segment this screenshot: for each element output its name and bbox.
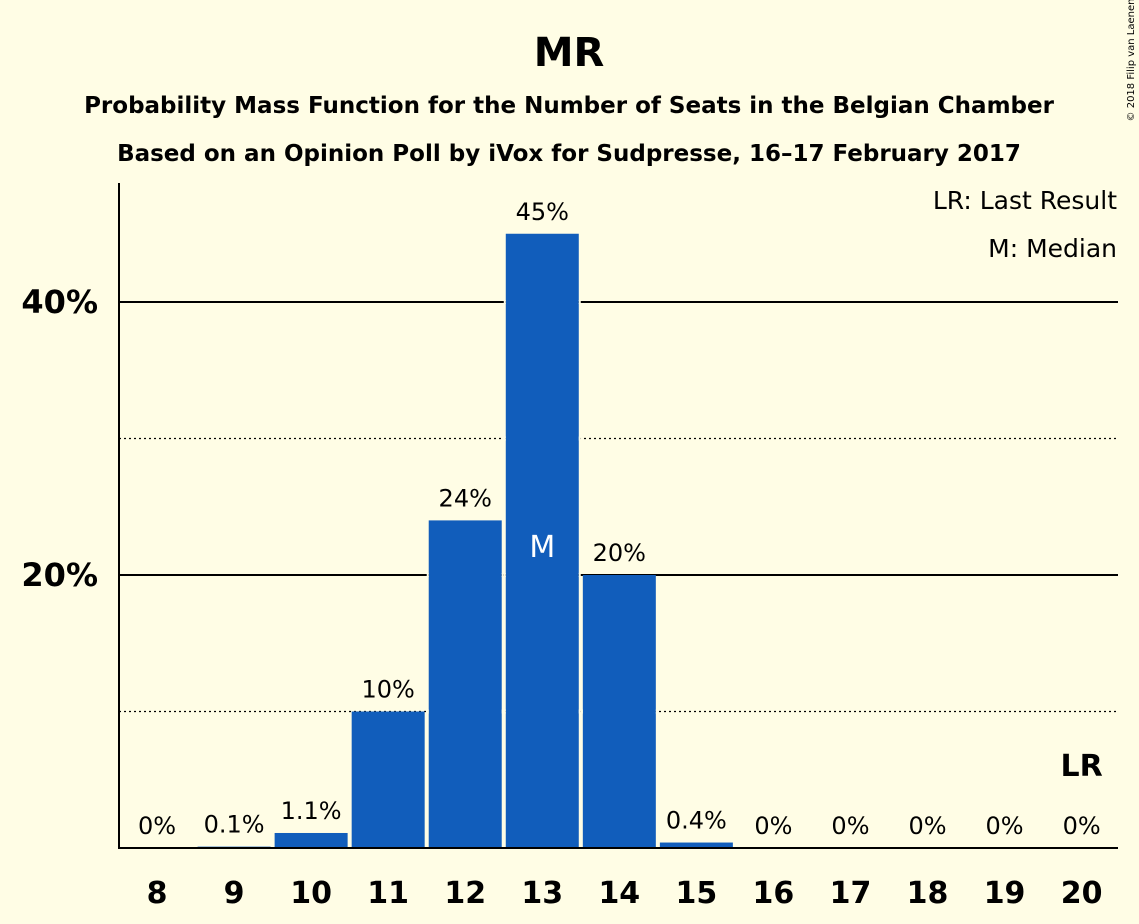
bar-gap xyxy=(578,573,581,577)
value-label: 0.1% xyxy=(204,811,265,839)
bar-seat-15 xyxy=(659,842,733,848)
bar-gap xyxy=(503,300,506,304)
x-tick-label: 10 xyxy=(290,876,332,911)
value-label: 0% xyxy=(831,812,869,840)
legend-median: M: Median xyxy=(988,234,1117,263)
bar-gap xyxy=(578,709,581,714)
value-label: 24% xyxy=(439,484,492,512)
value-label: 0% xyxy=(1063,812,1101,840)
bar-seat-12 xyxy=(428,520,502,848)
median-marker: M xyxy=(529,530,555,565)
bar-gap xyxy=(580,709,583,714)
chart-subtitle-line-2: Based on an Opinion Poll by iVox for Sud… xyxy=(117,141,1021,167)
bar-gap xyxy=(426,709,429,714)
x-tick-label: 17 xyxy=(830,876,872,911)
value-label: 0% xyxy=(138,812,176,840)
x-tick-label: 16 xyxy=(753,876,795,911)
x-tick-label: 13 xyxy=(521,876,563,911)
bar-seat-13 xyxy=(505,233,579,848)
last-result-marker: LR xyxy=(1061,749,1103,784)
axes xyxy=(118,183,1118,849)
x-tick-label: 11 xyxy=(367,876,409,911)
chart-title: MR xyxy=(534,30,605,76)
bar-gap xyxy=(501,573,504,577)
bar-gap xyxy=(578,436,581,441)
x-tick-label: 20 xyxy=(1061,876,1103,911)
value-label: 1.1% xyxy=(281,797,342,825)
bar-gap xyxy=(426,573,429,577)
value-label: 0% xyxy=(986,812,1024,840)
bar-seat-14 xyxy=(582,575,656,848)
bar-seat-10 xyxy=(274,832,348,848)
labels: 20% 40% 0% 8 0.1% 9 1.1% 10 10% 11 24% 12 45% 13 20% 14… xyxy=(21,198,1102,911)
bar-gap xyxy=(655,709,658,714)
bar-seat-11 xyxy=(351,711,425,848)
x-tick-label: 18 xyxy=(907,876,949,911)
copyright-notice: © 2018 Filip van Laenen xyxy=(1126,0,1137,121)
bar-gap xyxy=(501,709,504,714)
value-label: 0.4% xyxy=(666,807,727,835)
x-tick-label: 12 xyxy=(444,876,486,911)
x-tick-label: 19 xyxy=(984,876,1026,911)
value-label: 0% xyxy=(754,812,792,840)
x-tick-label: 15 xyxy=(676,876,718,911)
bar-gap xyxy=(503,436,506,441)
x-tick-label: 14 xyxy=(598,876,640,911)
bar-gap xyxy=(503,709,506,714)
bar-gap xyxy=(578,300,581,304)
value-label: 20% xyxy=(593,539,646,567)
y-tick-label: 40% xyxy=(21,283,98,321)
legend-last-result: LR: Last Result xyxy=(933,186,1117,215)
y-tick-label: 20% xyxy=(21,556,98,594)
value-label: 10% xyxy=(362,676,415,704)
bars xyxy=(197,233,733,848)
x-tick-label: 9 xyxy=(224,876,245,911)
value-label: 0% xyxy=(908,812,946,840)
x-tick-label: 8 xyxy=(147,876,168,911)
bar-gap xyxy=(503,573,506,577)
chart-subtitle-line-1: Probability Mass Function for the Number… xyxy=(84,93,1055,119)
value-label: 45% xyxy=(516,198,569,226)
